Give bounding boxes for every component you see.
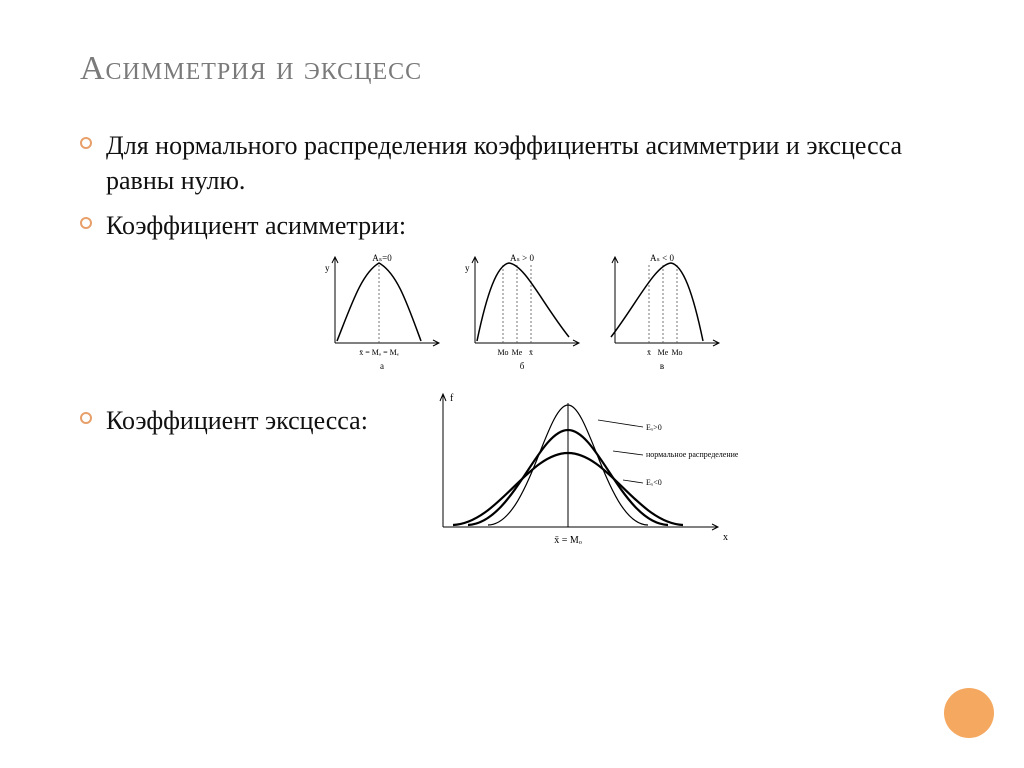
svg-text:Me: Me [658, 348, 669, 357]
kurtosis-diagram: f x x̄ = Mₒ Eₓ>0 нормальное распределение Eₓ… [398, 385, 738, 570]
svg-text:нормальное распределение Eₓ=0: нормальное распределение Eₓ=0 [646, 450, 738, 459]
list-item: Для нормального распределения коэффициен… [80, 128, 964, 198]
asymmetry-panel: Aₛ=0 y x̄ = Mₒ = Mₑ а [317, 253, 447, 373]
kurtosis-svg: f x x̄ = Mₒ Eₓ>0 нормальное распределение Eₓ… [398, 385, 738, 565]
bullet-icon [80, 137, 92, 149]
svg-text:а: а [380, 361, 384, 371]
svg-text:в: в [660, 361, 664, 371]
bullet-icon [80, 217, 92, 229]
asymmetry-panel: Aₛ > 0 y Mo Me x̄ б [457, 253, 587, 373]
list-item: Коэффициент асимметрии: [80, 208, 964, 243]
svg-text:Mo: Mo [497, 348, 508, 357]
bullet-text: Для нормального распределения коэффициен… [106, 128, 964, 198]
asymmetry-panel: Aₛ < 0 x̄ MeMoв [597, 253, 727, 373]
svg-text:x̄: x̄ [529, 348, 533, 357]
page-title: Асимметрия и эксцесс [80, 50, 964, 88]
bullet-icon [80, 412, 92, 424]
bullet-text: Коэффициент асимметрии: [106, 208, 406, 243]
slide-decoration-circle [944, 688, 994, 738]
svg-text:Aₛ > 0: Aₛ > 0 [510, 253, 534, 263]
svg-text:Eₓ<0: Eₓ<0 [646, 478, 662, 487]
svg-text:Mo: Mo [671, 348, 682, 357]
svg-text:f: f [450, 393, 454, 404]
svg-text:Aₛ < 0: Aₛ < 0 [650, 253, 674, 263]
list-item: Коэффициент эксцесса: [80, 403, 368, 438]
svg-text:Aₛ=0: Aₛ=0 [372, 253, 392, 263]
svg-text:x: x [723, 532, 728, 543]
svg-text:x̄: x̄ [647, 348, 651, 357]
svg-text:Eₓ>0: Eₓ>0 [646, 423, 662, 432]
svg-text:б: б [520, 361, 525, 371]
svg-text:x̄ = Mₒ: x̄ = Mₒ [554, 535, 582, 546]
svg-text:y: y [325, 263, 330, 273]
svg-text:y: y [465, 263, 470, 273]
svg-text:Me: Me [512, 348, 523, 357]
bullet-text: Коэффициент эксцесса: [106, 403, 368, 438]
asymmetry-diagram-row: Aₛ=0yx̄ = Mₒ = MₑаAₛ > 0yMoMex̄бAₛ < 0x̄… [80, 253, 964, 373]
bullet-list: Для нормального распределения коэффициен… [80, 128, 964, 243]
svg-text:x̄ = Mₒ = Mₑ: x̄ = Mₒ = Mₑ [359, 348, 399, 357]
